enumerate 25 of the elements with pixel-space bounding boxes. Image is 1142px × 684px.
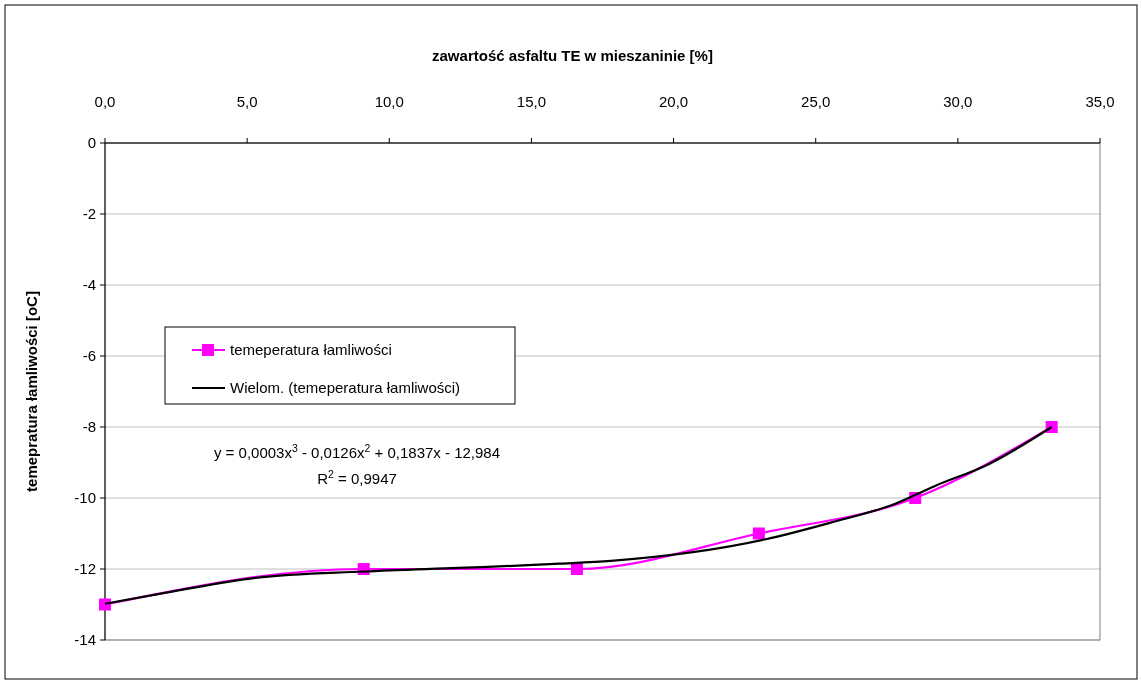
legend-label: Wielom. (temeperatura łamliwości): [230, 379, 461, 396]
point: [99, 598, 111, 611]
y-tick-label: -2: [82, 205, 96, 222]
x-tick-label: 20,0: [658, 93, 689, 110]
x-tick-label: 0,0: [94, 93, 116, 110]
y-tick-label: -6: [82, 347, 96, 364]
y-tick-label: -4: [82, 276, 96, 293]
y-tick-label: -12: [74, 560, 96, 577]
x-tick-label: 15,0: [516, 93, 547, 110]
x-axis-title: zawartość asfaltu TE w mieszaninie [%]: [432, 47, 713, 64]
annotation: R$^{2}$ = 0,9947: [317, 468, 397, 487]
point: [752, 527, 765, 540]
annotation: y = 0,0003x$^{3}$ - 0,0126x$^{2}$ + 0,1837x - 12,984: [213, 442, 501, 461]
x-tick-label: 30,0: [943, 93, 973, 110]
x-tick-label: 35,0: [1085, 93, 1115, 110]
y-tick-label: -14: [74, 631, 96, 648]
y-tick-label: -8: [82, 418, 96, 435]
legend-label: temeperatura łamliwości: [230, 341, 392, 358]
x-tick-label: 25,0: [801, 93, 831, 110]
point: [570, 563, 583, 575]
y-tick-label: -10: [74, 489, 96, 506]
x-tick-label: 5,0: [236, 93, 258, 110]
y-tick-label: 0: [87, 134, 96, 151]
x-tick-label: 10,0: [374, 93, 404, 110]
y-axis-title: temepratura łamliwości [oC]: [23, 291, 40, 492]
